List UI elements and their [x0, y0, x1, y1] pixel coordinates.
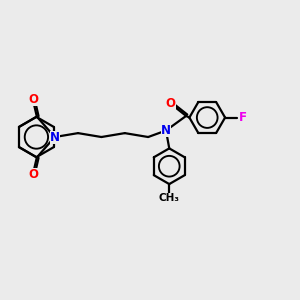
- Text: O: O: [28, 168, 38, 181]
- Text: CH₃: CH₃: [159, 193, 180, 203]
- Text: N: N: [161, 124, 171, 137]
- Text: O: O: [166, 97, 176, 110]
- Text: N: N: [50, 130, 60, 143]
- Text: F: F: [239, 111, 247, 124]
- Text: O: O: [28, 93, 38, 106]
